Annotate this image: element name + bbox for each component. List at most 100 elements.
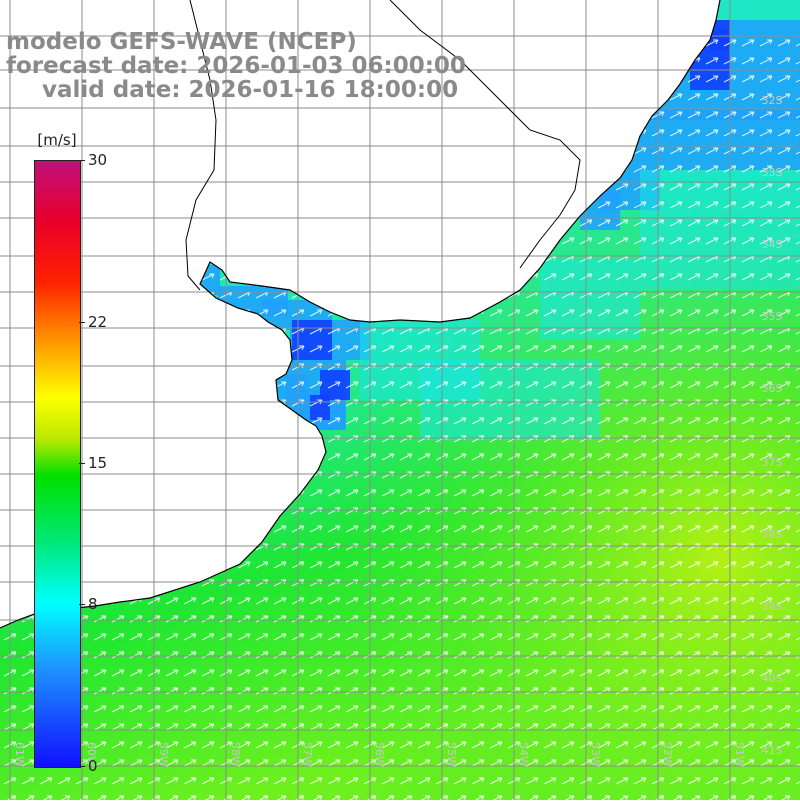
- wind-arrow: [741, 309, 755, 317]
- wind-arrow: [471, 291, 485, 299]
- wind-arrow: [399, 201, 413, 209]
- wind-arrow: [381, 633, 395, 641]
- wind-arrow: [399, 183, 413, 191]
- wind-arrow: [21, 543, 35, 551]
- wind-arrow: [183, 309, 197, 317]
- wind-arrow: [705, 39, 719, 47]
- wind-arrow: [381, 345, 395, 353]
- wind-arrow: [777, 651, 791, 659]
- wind-arrow: [201, 309, 215, 317]
- wind-arrow: [633, 273, 647, 281]
- wind-arrow: [345, 147, 359, 155]
- wind-arrow: [165, 651, 179, 659]
- wind-arrow: [777, 759, 791, 767]
- wind-arrow: [165, 345, 179, 353]
- wind-arrow: [129, 471, 143, 479]
- wind-arrow: [453, 687, 467, 695]
- wind-arrow: [633, 723, 647, 731]
- wind-arrow: [129, 381, 143, 389]
- wind-arrow: [597, 669, 611, 677]
- wind-arrow: [489, 525, 503, 533]
- wind-arrow: [543, 741, 557, 749]
- wind-arrow: [741, 237, 755, 245]
- wind-arrow: [741, 759, 755, 767]
- wind-arrow: [111, 651, 125, 659]
- wind-arrow: [705, 57, 719, 65]
- wind-arrow: [633, 525, 647, 533]
- wind-arrow: [21, 309, 35, 317]
- wind-arrow: [759, 597, 773, 605]
- wind-arrow: [111, 453, 125, 461]
- wind-arrow: [453, 453, 467, 461]
- wind-arrow: [759, 759, 773, 767]
- wind-arrow: [543, 381, 557, 389]
- wind-arrow: [57, 795, 71, 800]
- wind-arrow: [399, 597, 413, 605]
- wind-arrow: [705, 723, 719, 731]
- wind-arrow: [39, 795, 53, 800]
- wind-arrow: [705, 489, 719, 497]
- wind-arrow: [201, 633, 215, 641]
- wind-arrow: [237, 201, 251, 209]
- wind-arrow: [615, 345, 629, 353]
- wind-arrow: [237, 471, 251, 479]
- country-border: [389, 0, 581, 269]
- wind-arrow: [129, 147, 143, 155]
- cyan-region: [640, 170, 800, 290]
- wind-arrow: [255, 255, 269, 263]
- wind-arrow: [795, 669, 800, 677]
- wind-arrow: [309, 777, 323, 785]
- wind-arrow: [237, 795, 251, 800]
- wind-arrow: [687, 687, 701, 695]
- wind-arrow: [417, 111, 431, 119]
- wind-arrow: [777, 561, 791, 569]
- wind-arrow: [633, 669, 647, 677]
- wind-arrow: [669, 669, 683, 677]
- wind-arrow: [705, 273, 719, 281]
- wind-arrow: [201, 417, 215, 425]
- wind-arrow: [795, 687, 800, 695]
- wind-arrow: [381, 489, 395, 497]
- wind-arrow: [471, 561, 485, 569]
- wind-arrow: [687, 453, 701, 461]
- wind-arrow: [777, 615, 791, 623]
- wind-arrow: [453, 669, 467, 677]
- wind-arrow: [165, 615, 179, 623]
- wind-arrow: [561, 345, 575, 353]
- wind-arrow: [561, 93, 575, 101]
- wind-arrow: [255, 417, 269, 425]
- wind-arrow: [309, 381, 323, 389]
- wind-arrow: [597, 39, 611, 47]
- wind-arrow: [543, 417, 557, 425]
- wind-arrow: [327, 129, 341, 137]
- wind-arrow: [327, 723, 341, 731]
- wind-arrow: [201, 561, 215, 569]
- wind-arrow: [759, 651, 773, 659]
- wind-arrow: [237, 345, 251, 353]
- lat-label: 33S: [762, 166, 783, 179]
- wind-arrow: [201, 237, 215, 245]
- wind-arrow: [399, 381, 413, 389]
- wind-arrow: [705, 381, 719, 389]
- wind-arrow: [237, 759, 251, 767]
- wind-arrow: [543, 777, 557, 785]
- wind-arrow: [255, 183, 269, 191]
- wind-arrow: [399, 525, 413, 533]
- wind-arrow: [129, 291, 143, 299]
- wind-arrow: [327, 219, 341, 227]
- wind-arrow: [399, 255, 413, 263]
- wind-arrow: [165, 561, 179, 569]
- wind-arrow: [129, 615, 143, 623]
- wind-arrow: [183, 615, 197, 623]
- wind-arrow: [165, 111, 179, 119]
- wind-arrow: [597, 705, 611, 713]
- wind-arrow: [201, 111, 215, 119]
- wind-arrow: [777, 147, 791, 155]
- wind-arrow: [543, 687, 557, 695]
- wind-arrow: [705, 615, 719, 623]
- lat-label: 39S: [762, 600, 783, 613]
- wind-arrow: [129, 327, 143, 335]
- wind-arrow: [255, 399, 269, 407]
- wind-arrow: [615, 201, 629, 209]
